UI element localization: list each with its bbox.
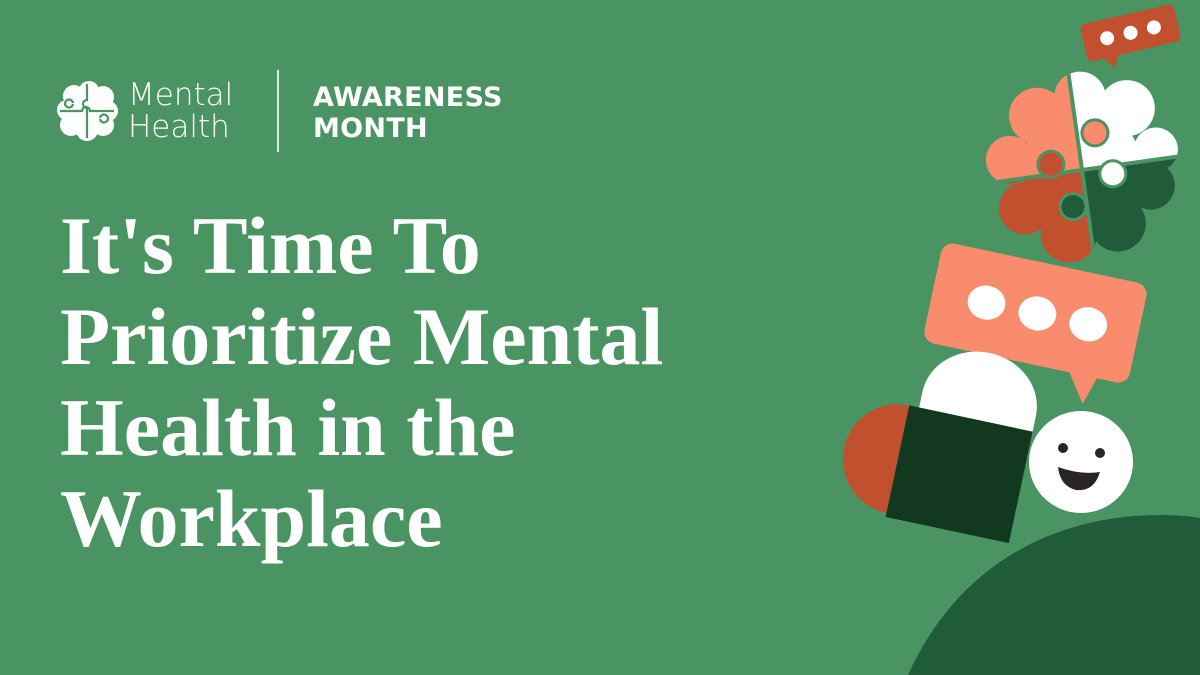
awareness-month-label: AWARENESS MONTH	[313, 82, 503, 144]
pill-icon	[842, 351, 1037, 544]
chat-bubble-small-icon	[1080, 4, 1181, 69]
awareness-line-1: AWARENESS	[313, 82, 503, 113]
logo: Mental Health	[56, 70, 233, 152]
smiley-face-icon	[1029, 411, 1133, 513]
brand-line-1: Mental	[128, 77, 234, 113]
awareness-line-2: MONTH	[313, 113, 428, 144]
headline-line-2: Prioritize Mental	[60, 291, 664, 382]
headline-line-3: Health in the	[60, 382, 516, 473]
brand-name: Mental Health	[128, 79, 233, 143]
divider	[277, 70, 279, 152]
puzzle-brain-logo-icon	[57, 81, 118, 141]
headline: It's Time To Prioritize Mental Health in…	[60, 200, 860, 564]
headline-line-4: Workplace	[60, 473, 443, 564]
headline-line-1: It's Time To	[60, 200, 481, 291]
hill-shape	[908, 515, 1200, 675]
puzzle-brain-icon	[975, 59, 1192, 273]
brand-line-2: Health	[128, 109, 230, 145]
chat-bubble-large-icon	[924, 243, 1147, 404]
